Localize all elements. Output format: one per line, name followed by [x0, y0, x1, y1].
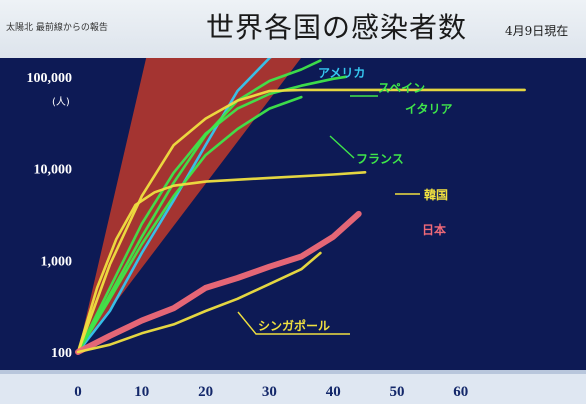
series-line-3	[76, 95, 303, 354]
y-unit-label: (人)	[52, 96, 70, 108]
x-axis-band	[0, 370, 586, 404]
series-line-6	[75, 210, 362, 355]
slide-header: 太陽北 最前線からの報告 世界各国の感染者数 4月9日現在	[0, 0, 586, 58]
series-label-5: 韓国	[424, 187, 448, 202]
series-line-4	[76, 88, 526, 354]
y-tick-label-1: 1,000	[41, 254, 73, 269]
page-title: 世界各国の感染者数	[206, 11, 468, 44]
series-label-0: アメリカ	[318, 66, 365, 80]
y-tick-label-3: 100,000	[27, 71, 73, 86]
series-line-5	[76, 171, 367, 354]
x-tick-label-3: 30	[262, 384, 277, 400]
y-tick-label-0: 100	[51, 346, 72, 361]
x-tick-label-2: 20	[198, 384, 213, 400]
series-line-0	[76, 58, 272, 354]
x-tick-label-6: 60	[453, 384, 468, 400]
header-note: 太陽北 最前線からの報告	[6, 23, 108, 33]
x-tick-label-5: 50	[390, 384, 405, 400]
date-label: 4月9日現在	[505, 24, 569, 38]
x-tick-label-1: 10	[134, 384, 149, 400]
y-tick-label-2: 10,000	[34, 163, 73, 178]
x-tick-label-4: 40	[326, 384, 341, 400]
series-label-3: フランス	[356, 152, 404, 166]
series-label-7: シンガポール	[258, 318, 330, 333]
x-axis-band-edge	[0, 370, 586, 374]
series-label-6: 日本	[422, 222, 446, 237]
series-line-2	[76, 75, 348, 354]
series-leader-3	[329, 135, 355, 159]
series-line-7	[76, 251, 322, 354]
series-leader-7	[237, 311, 350, 335]
exponential-wedge	[78, 58, 301, 352]
series-label-2: イタリア	[405, 102, 453, 116]
series-label-1: スペイン	[378, 81, 425, 95]
x-tick-label-0: 0	[74, 384, 82, 400]
